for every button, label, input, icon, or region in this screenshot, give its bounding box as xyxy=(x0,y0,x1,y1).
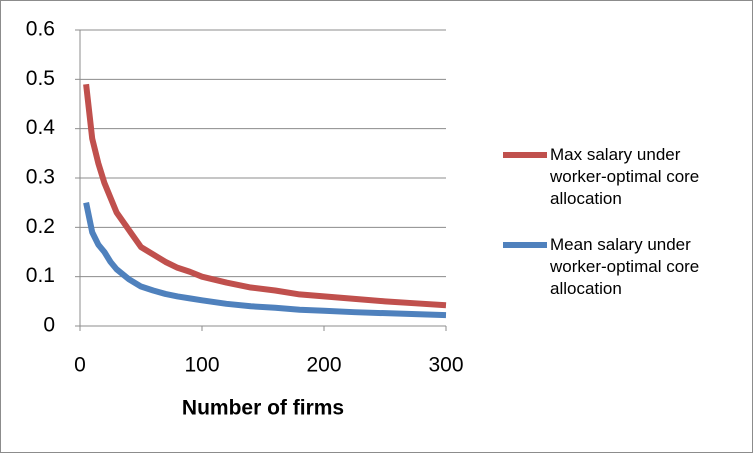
y-tick-label: 0.4 xyxy=(26,116,56,139)
data-line xyxy=(83,83,447,309)
y-tick-label: 0.5 xyxy=(26,67,55,90)
legend-label: Mean salary under worker-optimal core al… xyxy=(550,235,700,298)
x-tick-label: 200 xyxy=(306,354,341,377)
y-tick-label: 0.1 xyxy=(26,264,55,287)
x-tick-label: 0 xyxy=(74,354,86,377)
data-line xyxy=(83,202,447,319)
y-tick-label: 0.2 xyxy=(26,215,55,238)
legend-label: Max salary under worker-optimal core all… xyxy=(550,145,700,208)
y-tick-label: 0.6 xyxy=(26,18,55,41)
x-tick-label: 300 xyxy=(428,354,463,377)
x-axis-title: Number of firms xyxy=(182,397,344,420)
y-tick-label: 0 xyxy=(43,314,55,337)
y-tick-label: 0.3 xyxy=(26,166,55,189)
x-tick-label: 100 xyxy=(184,354,219,377)
